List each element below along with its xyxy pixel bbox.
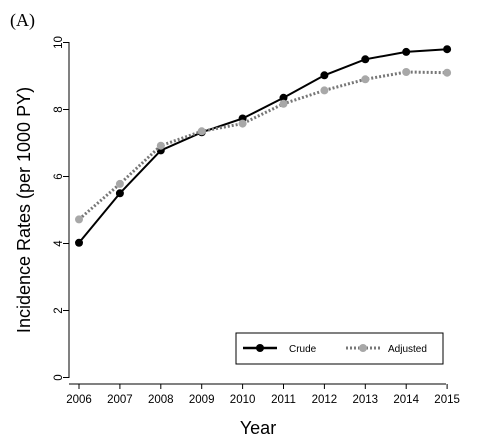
y-axis-title: Incidence Rates (per 1000 PY) [14, 87, 34, 333]
plot-area [68, 42, 446, 385]
series-adjusted-point [115, 179, 124, 188]
x-tick-label: 2009 [189, 394, 215, 406]
series-crude-point [320, 71, 329, 80]
series-crude-point [402, 47, 411, 56]
x-tick-label: 2007 [107, 394, 133, 406]
x-axis-ticks: 2006 2007 2008 2009 2010 2011 2012 2013 2014 2015 [66, 384, 460, 406]
series-crude-point [75, 238, 83, 247]
series-adjusted-point [320, 86, 329, 95]
x-tick-label: 2006 [66, 394, 92, 406]
y-tick-label: 6 [53, 173, 65, 179]
series-adjusted-point [238, 119, 247, 128]
series-adjusted-point [361, 75, 370, 84]
y-tick-label: 0 [53, 374, 65, 380]
y-axis-ticks: 0 2 4 6 8 10 [53, 36, 69, 381]
x-axis-title: Year [240, 418, 276, 438]
x-tick-label: 2012 [312, 394, 338, 406]
series-crude-line [78, 48, 448, 244]
x-tick-label: 2008 [148, 394, 174, 406]
series-crude-point [443, 45, 452, 54]
legend-crude-label: Crude [289, 344, 317, 355]
x-tick-label: 2011 [271, 394, 296, 406]
series-adjusted-point [156, 141, 165, 150]
legend-adjusted-marker [359, 344, 367, 352]
y-tick-label: 8 [53, 106, 65, 112]
panel-label: (A) [10, 10, 35, 31]
series-layer [75, 45, 452, 247]
y-tick-label: 4 [53, 240, 65, 247]
x-tick-label: 2013 [353, 394, 379, 406]
legend-crude-marker [256, 344, 264, 352]
series-adjusted-point [279, 99, 288, 108]
x-tick-label: 2014 [393, 394, 419, 406]
legend-adjusted-label: Adjusted [388, 344, 427, 355]
series-adjusted-point [197, 127, 206, 136]
series-crude-point [279, 93, 288, 102]
series-crude-point [361, 55, 370, 64]
x-tick-label: 2010 [230, 394, 256, 406]
x-tick-label: 2015 [434, 394, 460, 406]
series-adjusted-point [75, 215, 83, 224]
y-tick-label: 10 [53, 36, 65, 49]
series-adjusted-point [443, 68, 452, 77]
y-tick-label: 2 [53, 307, 65, 313]
series-crude-point [115, 189, 124, 198]
series-adjusted-point [402, 68, 411, 76]
series-adjusted-line [78, 70, 448, 221]
legend: Crude Adjusted [235, 332, 444, 365]
